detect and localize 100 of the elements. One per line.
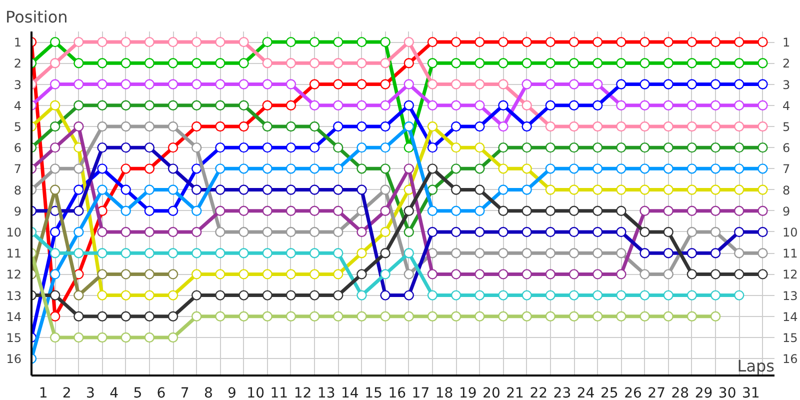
- point: [168, 58, 178, 68]
- point: [498, 311, 508, 322]
- point: [238, 142, 249, 153]
- x-tick-label: 1: [38, 386, 48, 400]
- point: [663, 36, 674, 48]
- point: [710, 100, 721, 110]
- x-tick-label: 18: [435, 386, 454, 400]
- point: [74, 332, 84, 343]
- point: [592, 100, 603, 110]
- point: [120, 269, 131, 280]
- x-tick-label: 27: [648, 386, 666, 400]
- x-tick-label: 25: [600, 386, 618, 400]
- point: [215, 290, 226, 300]
- point: [663, 79, 674, 90]
- point: [215, 121, 226, 132]
- point: [215, 142, 226, 153]
- point: [380, 184, 390, 195]
- point: [144, 58, 155, 68]
- point: [50, 36, 60, 48]
- point: [286, 184, 296, 195]
- point: [168, 269, 178, 280]
- point: [74, 290, 84, 300]
- x-tick-label: 16: [388, 386, 406, 400]
- y-tick-label: 10: [6, 225, 22, 240]
- point: [50, 332, 60, 343]
- y-tick-label: 15: [6, 331, 22, 346]
- point: [640, 58, 650, 68]
- point: [215, 58, 226, 68]
- point: [640, 226, 650, 238]
- point: [568, 269, 580, 280]
- point: [545, 206, 556, 216]
- point: [450, 248, 462, 258]
- point: [592, 206, 603, 216]
- point: [758, 248, 768, 258]
- point: [592, 164, 603, 174]
- point: [215, 269, 226, 280]
- point: [758, 226, 768, 238]
- y-tick-label: 2: [14, 56, 22, 71]
- point: [545, 121, 556, 132]
- y2-tick-label: 12: [782, 268, 798, 282]
- point: [545, 79, 556, 90]
- y-tick-label: 14: [6, 310, 22, 324]
- point: [592, 311, 603, 322]
- point: [686, 100, 698, 110]
- point: [262, 290, 272, 300]
- point: [758, 269, 768, 280]
- point: [404, 248, 414, 258]
- point: [192, 269, 202, 280]
- y-tick-label: 5: [14, 120, 22, 134]
- point: [474, 269, 485, 280]
- point: [215, 100, 226, 110]
- point: [144, 142, 155, 153]
- point: [474, 100, 485, 110]
- point: [522, 58, 532, 68]
- point: [168, 142, 178, 153]
- point: [286, 311, 296, 322]
- x-tick-label: 12: [294, 386, 312, 400]
- point: [144, 100, 155, 110]
- point: [568, 248, 580, 258]
- point: [522, 36, 532, 48]
- point: [640, 290, 650, 300]
- x-tick-label: 29: [694, 386, 713, 400]
- point: [192, 184, 202, 195]
- point: [498, 206, 508, 216]
- point: [168, 184, 178, 195]
- x-tick-label: 8: [204, 386, 213, 400]
- point: [238, 36, 249, 48]
- point: [640, 206, 650, 216]
- point: [545, 184, 556, 195]
- point: [144, 269, 155, 280]
- point: [640, 164, 650, 174]
- point: [356, 226, 367, 238]
- point: [522, 142, 532, 153]
- point: [427, 142, 438, 153]
- point: [545, 269, 556, 280]
- point: [592, 58, 603, 68]
- point: [474, 164, 485, 174]
- point: [640, 79, 650, 90]
- x-tick-label: 15: [364, 386, 382, 400]
- y2-tick-label: 14: [782, 310, 798, 324]
- point: [474, 226, 485, 238]
- point: [380, 164, 390, 174]
- point: [498, 121, 508, 132]
- point: [474, 184, 485, 195]
- point: [309, 184, 320, 195]
- y2-tick-label: 15: [782, 331, 798, 346]
- point: [356, 184, 367, 195]
- point: [238, 226, 249, 238]
- point: [97, 332, 108, 343]
- point: [734, 58, 744, 68]
- point: [545, 58, 556, 68]
- point: [568, 100, 580, 110]
- point: [192, 226, 202, 238]
- point: [144, 121, 155, 132]
- point: [192, 100, 202, 110]
- point: [427, 184, 438, 195]
- point: [97, 79, 108, 90]
- point: [238, 290, 249, 300]
- point: [640, 36, 650, 48]
- point: [309, 142, 320, 153]
